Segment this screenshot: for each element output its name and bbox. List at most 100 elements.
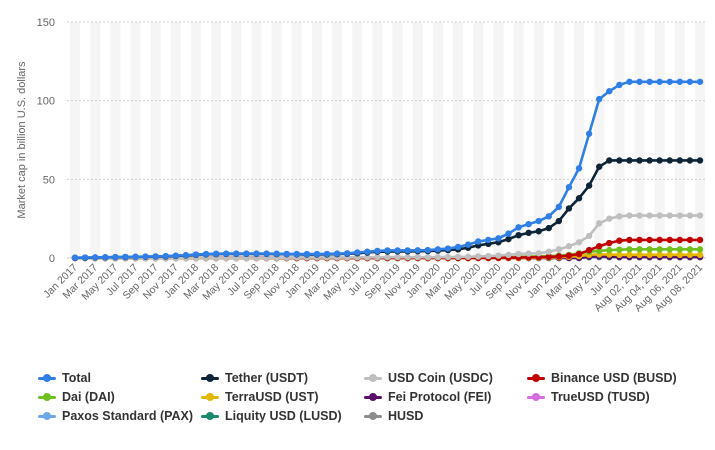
data-point: [565, 243, 573, 250]
data-point: [374, 247, 381, 255]
series-lines: [71, 78, 704, 262]
data-point: [585, 182, 593, 189]
data-point: [172, 252, 180, 259]
plot-band: [110, 22, 121, 258]
data-point: [122, 253, 129, 261]
data-point: [464, 241, 472, 248]
data-point: [212, 250, 220, 257]
plot-band: [412, 22, 423, 258]
legend-swatch: [364, 411, 382, 421]
plot-band: [453, 22, 464, 258]
data-point: [495, 235, 502, 242]
legend-label: Tether (USDT): [225, 370, 309, 385]
plot-band: [614, 22, 625, 258]
data-point: [555, 217, 563, 225]
data-point: [626, 251, 633, 259]
legend-item[interactable]: USD Coin (USDC): [364, 368, 527, 387]
data-point: [616, 213, 623, 220]
data-point: [454, 253, 462, 261]
data-point: [152, 253, 159, 260]
data-point: [515, 224, 522, 231]
data-point: [223, 250, 230, 257]
data-point: [626, 157, 633, 164]
data-point: [505, 251, 512, 259]
data-point: [555, 203, 563, 211]
y-axis-ticks: 0 50 100 150: [37, 17, 55, 265]
legend-item[interactable]: HUSD: [364, 406, 527, 425]
data-point: [696, 251, 704, 259]
plot-band: [533, 22, 544, 258]
data-point: [505, 230, 512, 237]
data-point: [333, 250, 341, 257]
data-point: [575, 195, 583, 202]
data-point: [535, 217, 542, 225]
legend-item[interactable]: Binance USD (BUSD): [527, 368, 690, 387]
legend-item[interactable]: TrueUSD (TUSD): [527, 387, 690, 406]
data-point: [475, 253, 482, 260]
data-point: [545, 248, 552, 255]
legend-row: Dai (DAI) TerraUSD (UST) Fei Protocol (FEI…: [38, 387, 708, 406]
legend-label: HUSD: [388, 408, 424, 423]
legend-item[interactable]: TerraUSD (UST): [201, 387, 364, 406]
data-point: [394, 254, 401, 261]
legend-item[interactable]: Liquity USD (LUSD): [201, 406, 364, 425]
data-point: [424, 246, 432, 254]
data-point: [676, 157, 684, 164]
data-point: [485, 236, 492, 244]
data-point: [132, 253, 139, 260]
plot-band: [513, 22, 524, 258]
data-point: [626, 212, 633, 219]
data-point: [535, 250, 542, 257]
data-point: [595, 220, 603, 227]
plot-band: [150, 22, 161, 258]
data-point: [626, 236, 633, 244]
plot-band: [211, 22, 222, 258]
y-tick-label: 150: [37, 17, 55, 29]
legend-item[interactable]: Paxos Standard (PAX): [38, 406, 201, 425]
plot-band: [674, 22, 685, 258]
legend-item[interactable]: Fei Protocol (FEI): [364, 387, 527, 406]
plot-band: [473, 22, 484, 258]
data-point: [394, 247, 401, 254]
plot-band: [352, 22, 363, 258]
data-point: [626, 78, 633, 85]
legend-swatch: [364, 392, 382, 402]
data-point: [696, 212, 704, 219]
legend-item[interactable]: Tether (USDT): [201, 368, 364, 387]
data-point: [404, 254, 411, 261]
plot-band: [130, 22, 141, 258]
legend-row: Total Tether (USDT) USD Coin (USDC) Binance…: [38, 368, 708, 387]
data-point: [384, 247, 391, 254]
plot-background-bands: [69, 22, 706, 258]
data-point: [676, 78, 684, 85]
gridlines: [67, 21, 706, 259]
legend-label: USD Coin (USDC): [388, 370, 493, 385]
data-point: [595, 163, 603, 170]
data-point: [646, 246, 653, 253]
plot-band: [231, 22, 242, 258]
data-point: [595, 243, 603, 250]
data-point: [666, 212, 673, 219]
data-point: [575, 165, 583, 172]
legend-item[interactable]: Total: [38, 368, 201, 387]
plot-band: [654, 22, 665, 258]
data-point: [464, 253, 472, 260]
data-point: [606, 215, 613, 222]
y-tick-label: 50: [43, 174, 55, 186]
data-point: [273, 250, 280, 257]
data-point: [182, 251, 190, 259]
data-point: [243, 250, 250, 257]
plot-band: [271, 22, 282, 258]
data-point: [696, 157, 704, 164]
legend-label: Liquity USD (LUSD): [225, 408, 342, 423]
data-point: [686, 157, 694, 164]
data-point: [676, 236, 684, 244]
legend-swatch: [527, 392, 545, 402]
data-point: [283, 250, 290, 258]
data-point: [646, 212, 653, 219]
legend-item[interactable]: Dai (DAI): [38, 387, 201, 406]
data-point: [616, 246, 623, 253]
plot-band: [553, 22, 564, 258]
data-point: [676, 246, 684, 253]
data-point: [565, 252, 573, 259]
